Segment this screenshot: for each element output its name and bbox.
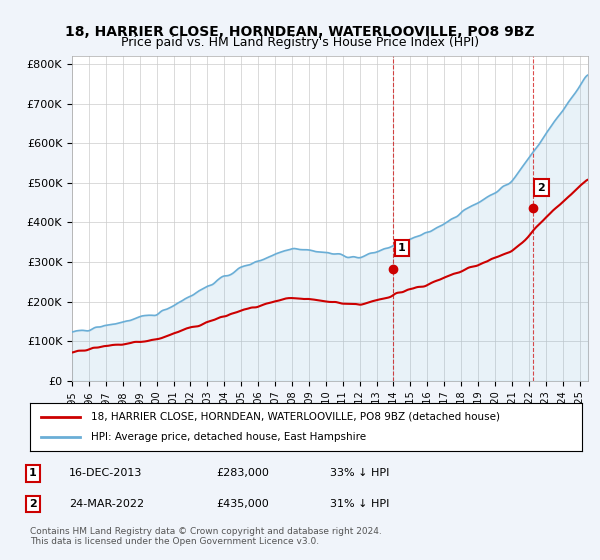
Text: 24-MAR-2022: 24-MAR-2022 bbox=[69, 499, 144, 509]
Text: 2: 2 bbox=[29, 499, 37, 509]
Text: 16-DEC-2013: 16-DEC-2013 bbox=[69, 468, 142, 478]
Text: £435,000: £435,000 bbox=[216, 499, 269, 509]
Text: 2: 2 bbox=[538, 183, 545, 193]
Text: 18, HARRIER CLOSE, HORNDEAN, WATERLOOVILLE, PO8 9BZ (detached house): 18, HARRIER CLOSE, HORNDEAN, WATERLOOVIL… bbox=[91, 412, 500, 422]
Text: 33% ↓ HPI: 33% ↓ HPI bbox=[330, 468, 389, 478]
Text: £283,000: £283,000 bbox=[216, 468, 269, 478]
Text: Contains HM Land Registry data © Crown copyright and database right 2024.
This d: Contains HM Land Registry data © Crown c… bbox=[30, 526, 382, 546]
Text: 1: 1 bbox=[398, 243, 406, 253]
Text: HPI: Average price, detached house, East Hampshire: HPI: Average price, detached house, East… bbox=[91, 432, 366, 442]
Text: 31% ↓ HPI: 31% ↓ HPI bbox=[330, 499, 389, 509]
Text: 1: 1 bbox=[29, 468, 37, 478]
Text: Price paid vs. HM Land Registry's House Price Index (HPI): Price paid vs. HM Land Registry's House … bbox=[121, 36, 479, 49]
Text: 18, HARRIER CLOSE, HORNDEAN, WATERLOOVILLE, PO8 9BZ: 18, HARRIER CLOSE, HORNDEAN, WATERLOOVIL… bbox=[65, 25, 535, 39]
